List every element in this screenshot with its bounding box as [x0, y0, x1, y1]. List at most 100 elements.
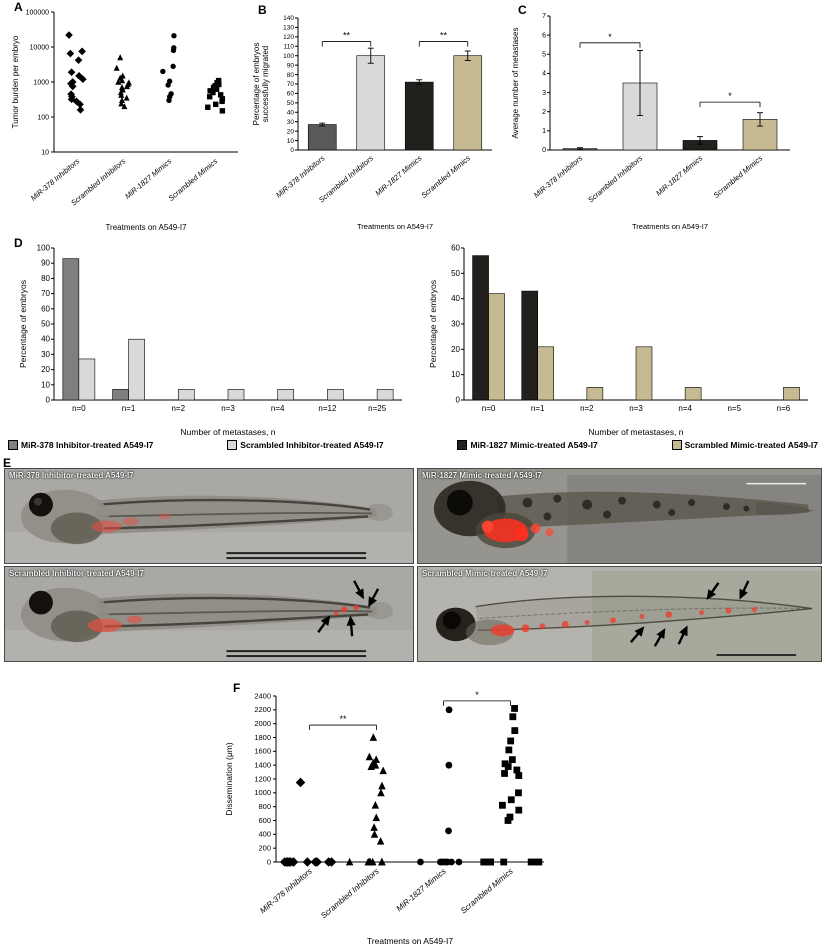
- svg-text:1400: 1400: [254, 761, 271, 770]
- bar-series-2: [488, 293, 800, 401]
- svg-text:1200: 1200: [254, 774, 271, 783]
- svg-text:n=3: n=3: [629, 404, 643, 413]
- svg-text:30: 30: [41, 350, 50, 359]
- svg-text:10000: 10000: [30, 44, 50, 51]
- chart-tumor-burden-scatter: 10 100 1000 10000 100000 Tumor burden per emb…: [11, 9, 238, 232]
- svg-text:Treatments on A549-I7: Treatments on A549-I7: [367, 936, 453, 946]
- scatter-series-4: [205, 77, 226, 114]
- svg-text:n=0: n=0: [482, 404, 496, 413]
- svg-text:*: *: [475, 690, 479, 700]
- svg-text:70: 70: [287, 81, 295, 88]
- svg-text:MiR-1827 Mimics: MiR-1827 Mimics: [654, 153, 704, 197]
- scatter-series-2: [113, 54, 132, 110]
- micrograph-mir1827-mimic: MiR-1827 Mimic-treated A549-I7: [417, 468, 822, 564]
- svg-text:70: 70: [41, 289, 50, 298]
- svg-text:Number of metastases, n: Number of metastases, n: [589, 427, 684, 437]
- svg-text:n=1: n=1: [531, 404, 545, 413]
- svg-text:MiR-378 Inhibitors: MiR-378 Inhibitors: [258, 867, 314, 916]
- chart-dissemination-scatter: 0 200 400 600 800 1000 1200 1400 1600 1800 2000 220…: [224, 690, 544, 946]
- red-fluorescence: [87, 605, 359, 633]
- legend-item-scrambled-inhibitor: Scrambled Inhibitor-treated A549-I7: [227, 440, 384, 450]
- micrograph-scrambled-inhibitor: Scrambled Inhibitor-treated A549-I7: [4, 566, 414, 662]
- svg-text:Percentage of embryos: Percentage of embryos: [428, 280, 438, 368]
- svg-text:50: 50: [41, 320, 50, 329]
- svg-text:n=1: n=1: [122, 404, 136, 413]
- svg-text:Scrambled Mimics: Scrambled Mimics: [459, 867, 515, 916]
- zebrafish-image-scrambled-inhibitor: [5, 567, 413, 661]
- svg-text:n=25: n=25: [368, 404, 387, 413]
- svg-text:MiR-378 Inhibitors: MiR-378 Inhibitors: [274, 153, 327, 199]
- legend-label-scrambled-mimic: Scrambled Mimic-treated A549-I7: [684, 440, 818, 450]
- svg-text:7: 7: [542, 13, 546, 20]
- bar-series-1: [62, 258, 129, 401]
- svg-text:2000: 2000: [254, 719, 271, 728]
- zebrafish-image-mir1827-mimic: [418, 469, 821, 563]
- svg-text:**: **: [339, 714, 347, 724]
- scale-bar: [226, 650, 367, 658]
- svg-text:80: 80: [41, 274, 50, 283]
- svg-text:**: **: [440, 31, 448, 41]
- svg-text:600: 600: [258, 816, 271, 825]
- scale-bar: [716, 654, 797, 657]
- svg-text:Treatments on A549-I7: Treatments on A549-I7: [357, 222, 433, 231]
- svg-text:1000: 1000: [254, 788, 271, 797]
- legend-item-mir378-inhibitor: MiR-378 Inhibitor-treated A549-I7: [8, 440, 153, 450]
- panel-label-a: A: [14, 0, 23, 14]
- legend-item-scrambled-mimic: Scrambled Mimic-treated A549-I7: [671, 440, 818, 450]
- svg-text:100: 100: [283, 53, 294, 60]
- svg-text:Scrambled Inhibitors: Scrambled Inhibitors: [319, 867, 381, 921]
- eye: [28, 590, 53, 615]
- red-fluorescence: [481, 518, 554, 543]
- svg-text:n=4: n=4: [271, 404, 285, 413]
- svg-text:Scrambled Mimics: Scrambled Mimics: [167, 156, 220, 202]
- legend-swatch-scrambled-inhibitor: [227, 440, 238, 450]
- svg-text:2200: 2200: [254, 705, 271, 714]
- svg-text:n=3: n=3: [221, 404, 235, 413]
- svg-text:6: 6: [542, 32, 546, 39]
- micrograph-label: MiR-1827 Mimic-treated A549-I7: [422, 471, 542, 480]
- svg-text:10: 10: [41, 380, 50, 389]
- scale-bar: [746, 482, 807, 485]
- scatter-series-3: [160, 33, 177, 104]
- svg-text:800: 800: [258, 802, 271, 811]
- svg-text:4: 4: [542, 71, 546, 78]
- svg-text:20: 20: [41, 365, 50, 374]
- svg-text:1000: 1000: [33, 79, 49, 86]
- svg-text:2400: 2400: [254, 691, 271, 700]
- svg-text:*: *: [608, 32, 612, 42]
- svg-text:130: 130: [283, 25, 294, 32]
- svg-text:100000: 100000: [26, 9, 49, 16]
- svg-text:10: 10: [451, 370, 460, 379]
- bar-2: [622, 50, 658, 151]
- eye: [28, 492, 53, 517]
- bar-2: [356, 47, 386, 151]
- svg-text:n=0: n=0: [72, 404, 86, 413]
- svg-text:60: 60: [287, 91, 295, 98]
- panel-label-c: C: [518, 3, 527, 17]
- legend-label-mir1827-mimic: MiR-1827 Mimic-treated A549-I7: [470, 440, 598, 450]
- svg-text:60: 60: [451, 244, 460, 253]
- svg-text:successfully migrated: successfully migrated: [261, 46, 270, 122]
- svg-text:Dissemination (μm): Dissemination (μm): [224, 742, 234, 816]
- bar-series-1: [472, 255, 539, 401]
- svg-text:50: 50: [451, 269, 460, 278]
- scale-bar: [226, 552, 367, 560]
- micrograph-label: MiR-378 Inhibitor-treated A549-I7: [9, 471, 134, 480]
- svg-text:Percentage of embryos: Percentage of embryos: [18, 280, 28, 368]
- svg-text:90: 90: [41, 259, 50, 268]
- legend-item-mir1827-mimic: MiR-1827 Mimic-treated A549-I7: [457, 440, 598, 450]
- svg-text:0: 0: [542, 147, 546, 154]
- bar-3: [682, 136, 718, 151]
- svg-text:n=2: n=2: [580, 404, 594, 413]
- bar-4: [742, 112, 778, 151]
- micrograph-scrambled-mimic: Scrambled Mimic-treated A549-I7: [417, 566, 822, 662]
- svg-text:MiR-1827 Mimics: MiR-1827 Mimics: [395, 867, 448, 914]
- svg-text:0: 0: [267, 857, 271, 866]
- legend-panel-d: MiR-378 Inhibitor-treated A549-I7 Scramb…: [8, 440, 818, 450]
- zebrafish-body: [20, 587, 393, 643]
- svg-text:n=2: n=2: [171, 404, 185, 413]
- panel-label-d: D: [14, 236, 23, 250]
- svg-text:Treatments on A549-I7: Treatments on A549-I7: [632, 222, 708, 231]
- svg-text:Scrambled Inhibitors: Scrambled Inhibitors: [586, 153, 644, 204]
- panel-label-f: F: [233, 681, 241, 695]
